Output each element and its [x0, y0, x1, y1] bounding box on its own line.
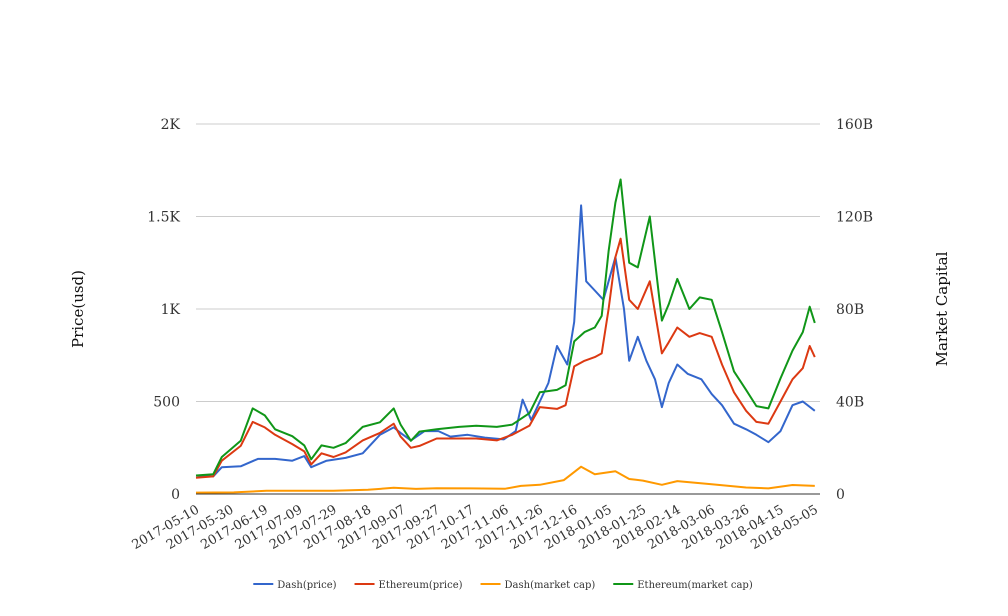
legend-label: Dash(price)	[277, 580, 336, 591]
y-tick-label: 500	[153, 395, 180, 411]
series-lines	[195, 178, 816, 494]
y-tick-label: 2K	[161, 117, 181, 133]
y2-tick-label: 40B	[836, 395, 864, 411]
x-axis-ticks: 2017-05-102017-05-302017-06-192017-07-09…	[130, 502, 821, 552]
y-tick-label: 1K	[161, 302, 181, 318]
series-line-ethereum-market-cap	[195, 178, 816, 477]
right-axis-ticks: 0 40B 80B 120B 160B	[836, 117, 873, 503]
y2-tick-label: 80B	[836, 302, 864, 318]
y2-tick-label: 120B	[836, 210, 873, 226]
legend-label: Ethereum(price)	[379, 580, 463, 591]
series-line-ethereum-price	[195, 237, 816, 479]
y-tick-label: 1.5K	[147, 210, 180, 226]
legend-label: Dash(market cap)	[505, 580, 596, 591]
y2-tick-label: 160B	[836, 117, 873, 133]
y-axis-label: Price(usd)	[69, 270, 87, 348]
y2-tick-label: 0	[836, 487, 845, 503]
y-tick-label: 0	[171, 487, 180, 503]
left-axis-ticks: 0 500 1K 1.5K 2K	[147, 117, 180, 503]
legend-label: Ethereum(market cap)	[637, 580, 753, 591]
series-line-dash-price	[195, 204, 816, 478]
y2-axis-label: Market Capital	[933, 251, 951, 366]
legend: Dash(price) Ethereum(price) Dash(market ca…	[253, 580, 753, 591]
series-line-dash-market-cap	[195, 465, 815, 494]
grid-lines	[196, 123, 820, 402]
